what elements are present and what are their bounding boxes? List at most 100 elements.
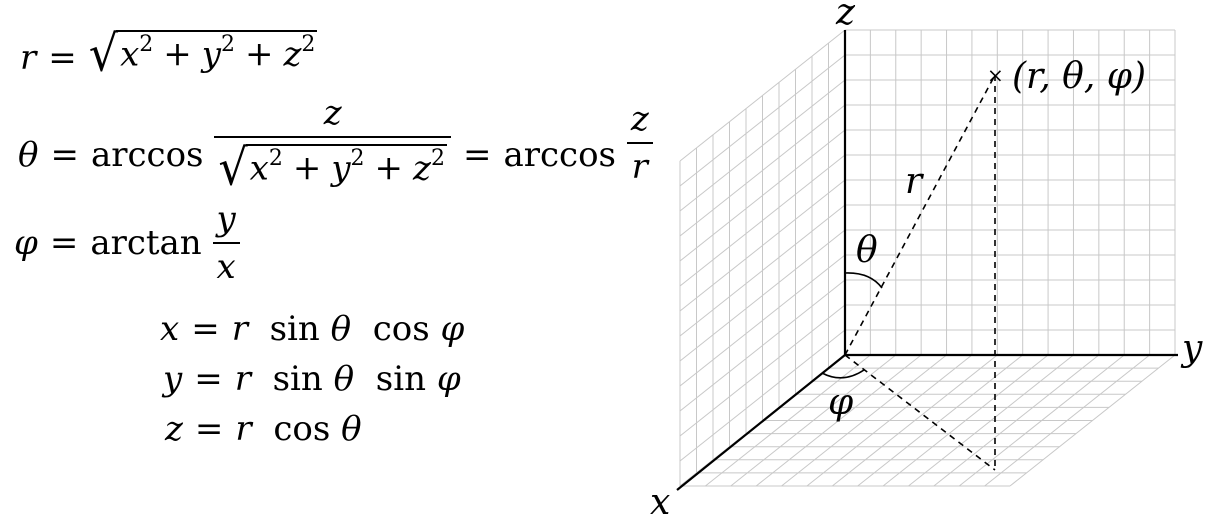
- var-z: z: [165, 409, 183, 449]
- plus-sign: +: [374, 148, 404, 189]
- exp-2: 2: [139, 32, 154, 57]
- var-x: x: [160, 309, 180, 349]
- exp-2: 2: [301, 32, 316, 57]
- theta-label: θ: [856, 230, 878, 271]
- radical-sign: √: [88, 23, 119, 83]
- var-phi: φ: [440, 309, 465, 349]
- axis-label-x: x: [650, 482, 670, 521]
- grid-line: [1009, 354, 1176, 487]
- x-axis: [676, 354, 846, 491]
- var-r: r: [631, 147, 648, 187]
- grid-line: [679, 304, 846, 437]
- cos-fn: cos: [372, 309, 430, 349]
- grid-line: [679, 79, 846, 212]
- equals-sign: =: [48, 38, 77, 78]
- grid-line: [908, 354, 1074, 487]
- grid-line: [679, 179, 846, 312]
- radius-line: [844, 74, 996, 356]
- var-y: y: [163, 359, 183, 399]
- equals-sign: =: [194, 409, 224, 449]
- grid-line: [705, 354, 871, 487]
- axes: [676, 30, 1178, 491]
- var-z: z: [626, 102, 653, 144]
- sin-fn: sin: [375, 359, 426, 399]
- var-z: z: [214, 96, 451, 138]
- grid-line: [679, 204, 846, 337]
- formula-theta-lhs: θ: [18, 135, 39, 175]
- plus-sign: +: [244, 34, 274, 75]
- grid-line: [679, 129, 846, 262]
- axis-label-z: z: [835, 0, 856, 33]
- grid-line: [679, 229, 846, 362]
- sin-fn: sin: [272, 359, 323, 399]
- equals-sign: =: [191, 309, 220, 349]
- grid-line: [882, 354, 1049, 487]
- radius-label: r: [905, 161, 924, 202]
- var-theta: θ: [333, 359, 355, 399]
- plus-sign: +: [163, 34, 192, 75]
- radical-sign: √: [218, 137, 248, 197]
- radicand: x2 + y2 + z2: [245, 144, 447, 190]
- arctan-fn: arctan: [90, 223, 202, 263]
- fraction-z-over-r: z r: [626, 102, 653, 187]
- grid-line: [831, 354, 998, 487]
- sin-fn: sin: [269, 309, 320, 349]
- var-x: x: [249, 148, 269, 189]
- exp-2: 2: [350, 146, 365, 171]
- plus-sign: +: [292, 148, 322, 189]
- formula-z: z = r cos θ: [165, 412, 362, 446]
- formula-phi: φ = arctan y x: [14, 202, 240, 287]
- var-z: z: [413, 148, 431, 189]
- var-r: r: [234, 359, 251, 399]
- exp-2: 2: [430, 146, 445, 171]
- grid-line: [679, 29, 846, 162]
- grid-line: [679, 254, 846, 387]
- formula-phi-lhs: φ: [14, 223, 38, 263]
- grid-line: [679, 154, 846, 287]
- var-x: x: [216, 247, 236, 287]
- grid-line: [730, 354, 897, 487]
- var-phi: φ: [436, 359, 461, 399]
- point-marker: ×: [987, 63, 1004, 87]
- var-theta: θ: [341, 409, 362, 449]
- equals-sign: =: [194, 359, 223, 399]
- grid-planes: [679, 29, 1176, 487]
- equals-sign: =: [49, 223, 79, 263]
- grid-line: [984, 354, 1150, 487]
- phi-arc: [821, 369, 865, 379]
- var-x: x: [120, 34, 140, 75]
- grid-line: [781, 354, 947, 487]
- horizontal-projection-line: [844, 354, 996, 471]
- var-r: r: [235, 409, 252, 449]
- equals-sign: =: [462, 135, 492, 175]
- grid-line: [933, 354, 1100, 487]
- grid-line: [679, 54, 846, 187]
- cos-fn: cos: [273, 409, 331, 449]
- formula-r-lhs: r: [20, 38, 37, 78]
- sqrt-r: √ x2 + y2 + z2: [88, 23, 318, 83]
- sqrt-den: √ x2 + y2 + z2: [218, 137, 447, 197]
- arccos-fn: arccos: [90, 135, 204, 175]
- exp-2: 2: [220, 32, 235, 57]
- point-label: (r, θ, φ): [1012, 56, 1146, 97]
- formula-r: r = √ x2 + y2 + z2: [20, 23, 318, 83]
- var-theta: θ: [330, 309, 352, 349]
- grid-line: [755, 354, 922, 487]
- formula-theta: θ = arccos z √ x2 + y2 + z2 = arccos z r: [18, 90, 653, 192]
- fraction-denominator: √ x2 + y2 + z2: [214, 137, 451, 197]
- theta-arc: [844, 272, 883, 289]
- exp-2: 2: [268, 146, 283, 171]
- equals-sign: =: [50, 135, 79, 175]
- radicand: x2 + y2 + z2: [116, 30, 318, 76]
- fraction-z-over-sqrt: z √ x2 + y2 + z2: [214, 96, 451, 197]
- grid-line: [679, 104, 846, 237]
- grid-line: [679, 329, 846, 462]
- var-y: y: [201, 34, 221, 75]
- formula-y: y = r sin θ sin φ: [163, 362, 461, 396]
- formula-x: x = r sin θ cos φ: [160, 312, 464, 346]
- var-z: z: [283, 34, 302, 75]
- arccos-fn: arccos: [503, 135, 616, 175]
- var-y: y: [212, 202, 240, 244]
- var-y: y: [331, 148, 351, 189]
- fraction-y-over-x: y x: [212, 202, 240, 287]
